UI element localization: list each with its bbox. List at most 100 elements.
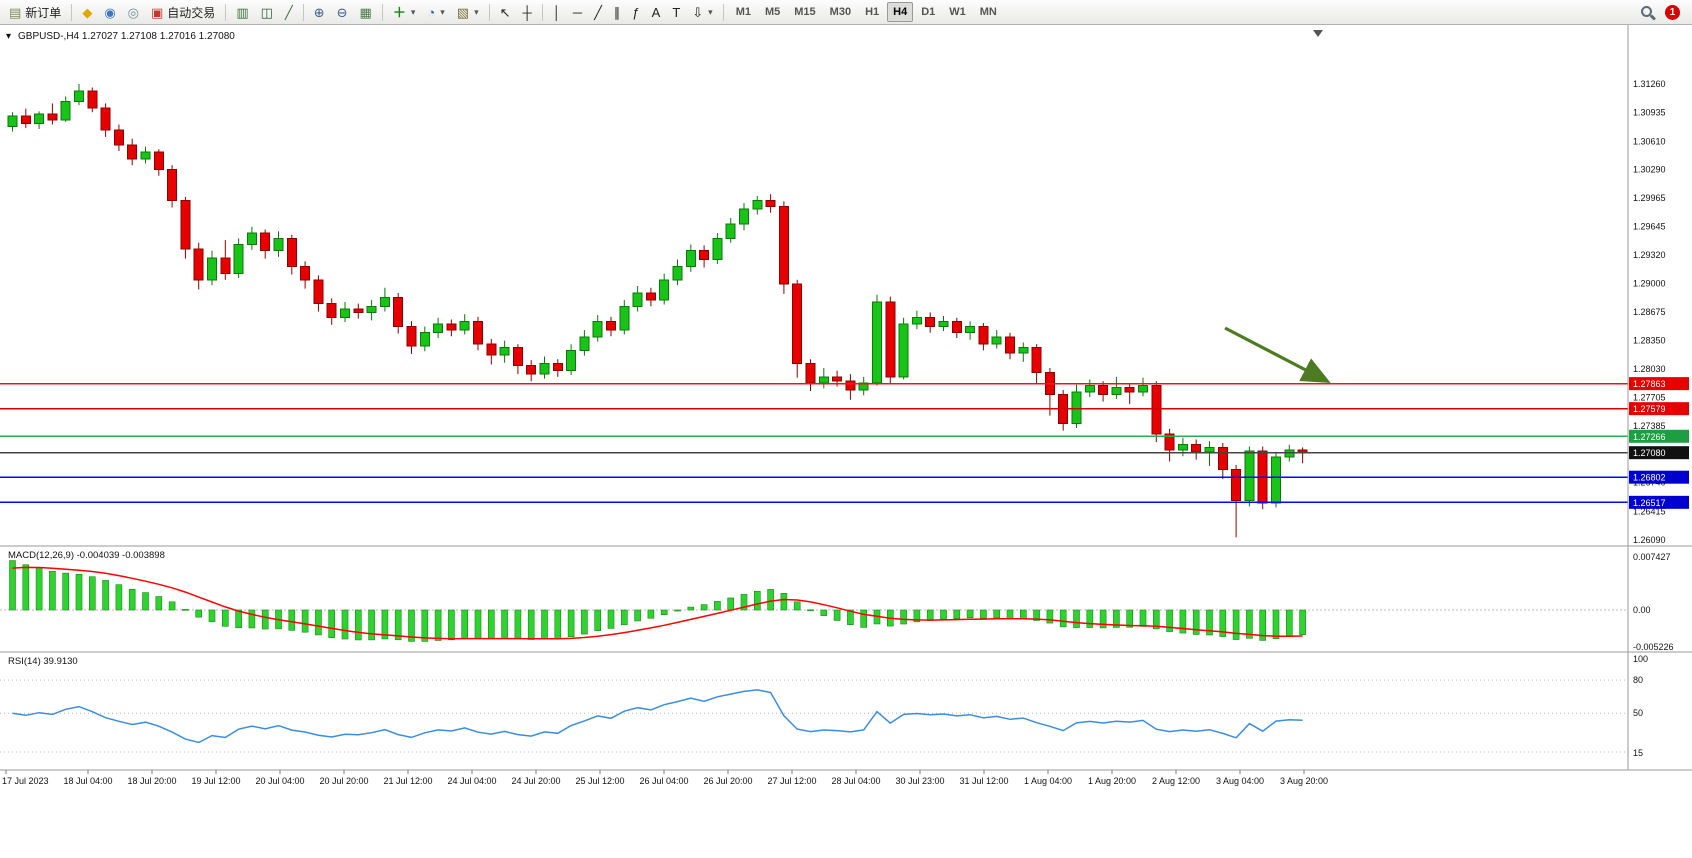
candle xyxy=(632,292,643,307)
candle xyxy=(313,279,324,305)
candle xyxy=(1244,450,1255,501)
notification-badge[interactable]: 1 xyxy=(1665,4,1680,20)
algo-trading-button[interactable]: ▣ 自动交易 xyxy=(146,2,220,23)
new-order-icon: ▤ xyxy=(9,4,22,20)
timeframe-m30[interactable]: M30 xyxy=(824,2,857,22)
arrow-annotation[interactable] xyxy=(1224,326,1331,383)
price-tag-label: 1.27579 xyxy=(1633,404,1666,414)
candle xyxy=(433,323,444,334)
cursor-tool-button[interactable]: ↖ xyxy=(495,2,516,23)
candle xyxy=(1018,347,1029,354)
zoom-in-button[interactable]: ⊕ xyxy=(309,2,330,23)
candle xyxy=(34,113,45,125)
macd-axis-label: 0.007427 xyxy=(1633,552,1671,562)
macd-bar xyxy=(820,609,828,616)
clock-icon: ◔ xyxy=(427,4,436,20)
channel-tool-button[interactable]: ∥ xyxy=(609,2,626,23)
search-icon[interactable] xyxy=(1640,5,1655,20)
candle xyxy=(286,237,297,268)
label-tool-button[interactable]: T xyxy=(667,2,685,23)
toolbar-separator xyxy=(302,3,304,21)
toolbar-separator xyxy=(71,3,73,21)
new-order-label: 新订单 xyxy=(25,5,62,20)
candle xyxy=(1151,385,1162,435)
tile-windows-icon: ▦ xyxy=(359,4,372,20)
time-axis-label: 24 Jul 04:00 xyxy=(447,776,496,786)
bar-chart-icon: ▥ xyxy=(236,4,249,20)
timeframe-m1[interactable]: M1 xyxy=(730,2,757,22)
candle xyxy=(885,301,896,378)
timeframe-mn[interactable]: MN xyxy=(974,2,1003,22)
price-tag xyxy=(1629,470,1689,484)
candle xyxy=(419,332,430,347)
macd-bar xyxy=(354,609,362,641)
bar-chart-mode-button[interactable]: ▥ xyxy=(231,2,253,23)
price-tag xyxy=(1629,429,1689,443)
timeframe-d1[interactable]: D1 xyxy=(915,2,941,22)
arrows-tool-button[interactable]: ⇩ ▾ xyxy=(687,2,717,23)
chart-shift-marker[interactable] xyxy=(1313,30,1323,37)
macd-bar xyxy=(740,594,748,611)
template-icon: ▧ xyxy=(456,4,470,20)
chat-icon: ◉ xyxy=(104,4,116,20)
chart-area[interactable]: 1.31260 1.30935 1.30610 1.30290 1.29965 1.296… xyxy=(0,25,1692,853)
timeframe-w1[interactable]: W1 xyxy=(943,2,972,22)
horizontal-line-tool-button[interactable]: ─ xyxy=(568,2,587,23)
macd-bar xyxy=(394,609,402,641)
macd-bar xyxy=(288,609,296,631)
timeframe-h1[interactable]: H1 xyxy=(859,2,885,22)
candle xyxy=(965,326,976,334)
timeframe-m15[interactable]: M15 xyxy=(788,2,821,22)
macd-bar xyxy=(913,609,921,623)
macd-bar xyxy=(301,609,309,633)
candle xyxy=(526,364,537,375)
macd-bar xyxy=(315,609,322,636)
macd-bar xyxy=(261,609,269,630)
price-axis-label: 1.29645 xyxy=(1633,221,1666,231)
price-tag-label: 1.27266 xyxy=(1633,432,1666,442)
candle xyxy=(1031,347,1042,373)
candlestick-icon: ◫ xyxy=(260,4,273,20)
chat-button[interactable]: ◉ xyxy=(99,2,120,23)
macd-bar xyxy=(102,580,109,611)
candle xyxy=(872,301,882,384)
candle xyxy=(818,376,829,384)
templates-button[interactable]: ▧ ▾ xyxy=(452,2,484,23)
symbol-collapse-icon[interactable]: ▾ xyxy=(6,31,11,42)
candle xyxy=(246,232,257,246)
candle xyxy=(739,208,749,225)
timeframe-h4[interactable]: H4 xyxy=(887,2,914,22)
market-button[interactable]: ◆ xyxy=(77,2,97,23)
macd-bar xyxy=(248,609,256,629)
horizontal-line-icon: ─ xyxy=(572,4,583,20)
toolbar-separator xyxy=(225,3,227,21)
price-axis-label: 1.28350 xyxy=(1633,336,1666,346)
macd-bar xyxy=(727,597,735,611)
new-order-button[interactable]: ▤ 新订单 xyxy=(4,2,66,23)
macd-bar xyxy=(833,609,841,621)
algo-trading-icon: ▣ xyxy=(151,4,164,20)
trendline-tool-button[interactable]: ╱ xyxy=(589,2,607,23)
candle xyxy=(938,320,949,328)
zoom-out-button[interactable]: ⊖ xyxy=(332,2,353,23)
time-axis[interactable]: 17 Jul 2023 18 Jul 04:00 18 Jul 20:00 19 Ju… xyxy=(2,770,1328,786)
text-tool-button[interactable]: A xyxy=(647,2,666,23)
candle xyxy=(207,257,217,281)
fibonacci-tool-button[interactable]: ƒ xyxy=(627,2,644,23)
candlestick-mode-button[interactable]: ◫ xyxy=(256,2,278,23)
line-chart-mode-button[interactable]: ╱ xyxy=(280,2,298,23)
macd-bar xyxy=(581,609,588,635)
time-axis-label: 28 Jul 04:00 xyxy=(831,776,880,786)
price-chart-svg[interactable]: 1.31260 1.30935 1.30610 1.30290 1.29965 1.296… xyxy=(0,25,1692,853)
macd-bar xyxy=(89,576,96,611)
vertical-line-tool-button[interactable]: │ xyxy=(548,2,566,23)
periods-button[interactable]: ◔ ▾ xyxy=(422,2,449,23)
macd-label: MACD(12,26,9) -0.004039 -0.003898 xyxy=(8,550,165,561)
tile-windows-button[interactable]: ▦ xyxy=(355,2,377,23)
indicators-button[interactable]: ＋ ▾ xyxy=(388,2,421,23)
macd-bar xyxy=(62,572,70,611)
crosshair-tool-button[interactable]: ┼ xyxy=(518,2,537,23)
community-button[interactable]: ◎ xyxy=(123,2,144,23)
candle xyxy=(20,115,31,125)
timeframe-m5[interactable]: M5 xyxy=(759,2,786,22)
